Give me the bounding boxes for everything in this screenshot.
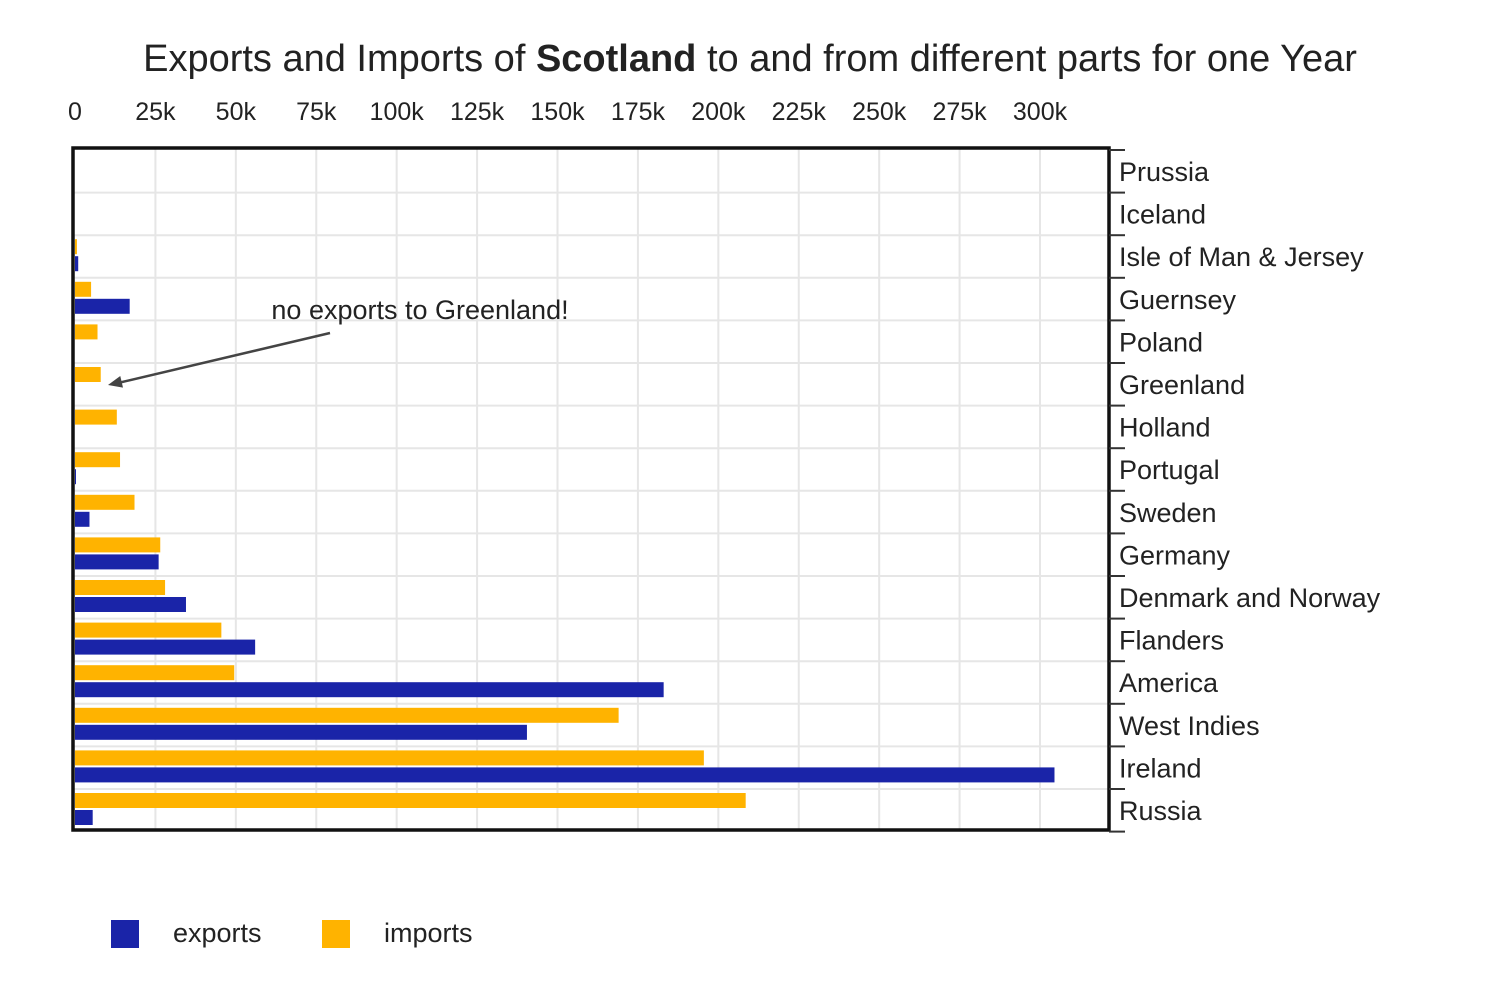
y-category-label: Iceland: [1119, 200, 1206, 230]
y-category-label: Sweden: [1119, 498, 1217, 528]
y-category-label: Isle of Man & Jersey: [1119, 242, 1364, 272]
bar-exports: [75, 256, 79, 272]
y-category-label: West Indies: [1119, 711, 1260, 741]
y-category-label: Flanders: [1119, 626, 1224, 656]
legend-label-exports: exports: [173, 918, 262, 948]
y-category-label: Russia: [1119, 796, 1203, 826]
x-tick-label: 75k: [296, 98, 337, 126]
chart-title: Exports and Imports of Scotland to and f…: [0, 38, 1500, 81]
chart-title-suffix: to and from different parts for one Year: [696, 38, 1357, 80]
bar-imports: [75, 580, 166, 595]
bar-exports: [75, 597, 186, 612]
bar-exports: [75, 469, 76, 485]
chart-title-bold: Scotland: [535, 38, 697, 80]
y-category-label: Portugal: [1119, 455, 1220, 485]
annotation-arrowhead: [108, 375, 123, 388]
legend-swatch-imports: [322, 919, 350, 948]
bar-exports: [75, 298, 130, 314]
bar-imports: [75, 665, 235, 681]
bar-exports: [75, 639, 256, 655]
x-tick-label: 175k: [611, 98, 666, 126]
bar-imports: [75, 707, 619, 723]
y-category-label: Ireland: [1119, 753, 1202, 783]
bar-imports: [75, 452, 121, 468]
annotation-layer: no exports to Greenland!: [108, 295, 569, 388]
x-tick-label: 275k: [932, 98, 987, 126]
annotation-text: no exports to Greenland!: [271, 295, 568, 325]
x-axis-ticks: 0 25k 50k 75k 100k 125k 150k 175k 200k 225k 250k 27…: [68, 98, 1068, 126]
plot-border: [71, 146, 1111, 832]
bar-exports: [75, 682, 664, 698]
bar-imports: [75, 793, 746, 808]
x-tick-label: 100k: [370, 98, 425, 126]
bar-exports: [75, 810, 93, 825]
bar-imports: [75, 494, 135, 510]
bar-imports: [75, 622, 222, 638]
bar-exports: [75, 511, 90, 527]
bar-imports: [75, 367, 101, 382]
y-category-label: Holland: [1119, 413, 1211, 443]
x-tick-label: 150k: [530, 98, 585, 126]
bar-imports: [75, 239, 77, 255]
bars-layer: [75, 239, 1055, 825]
bar-imports: [75, 537, 161, 553]
y-category-label: Guernsey: [1119, 285, 1237, 315]
bar-imports: [75, 324, 98, 340]
chart-title-prefix: Exports and Imports of: [143, 38, 536, 80]
bar-exports: [75, 724, 527, 740]
x-tick-label: 125k: [450, 98, 505, 126]
y-category-label: Greenland: [1119, 370, 1245, 400]
x-tick-label: 225k: [772, 98, 827, 126]
x-tick-label: 300k: [1013, 98, 1068, 126]
y-category-label: Prussia: [1119, 157, 1210, 187]
bar-imports: [75, 409, 117, 425]
y-category-label: Poland: [1119, 327, 1203, 357]
legend-item-imports: imports: [322, 918, 473, 949]
x-tick-label: 200k: [691, 98, 746, 126]
bar-exports: [75, 767, 1055, 783]
y-category-label: Denmark and Norway: [1119, 583, 1381, 613]
x-tick-label: 25k: [135, 98, 176, 126]
y-category-label: Germany: [1119, 540, 1231, 570]
bar-imports: [75, 750, 704, 766]
x-tick-label: 0: [68, 98, 82, 126]
legend-swatch-exports: [111, 919, 139, 948]
y-category-label: America: [1119, 668, 1219, 698]
bar-exports: [75, 554, 159, 570]
bar-imports: [75, 281, 92, 297]
annotation-arrow: [117, 331, 331, 385]
x-tick-label: 250k: [852, 98, 907, 126]
legend-item-exports: exports: [111, 918, 262, 949]
y-axis-categories: Prussia Iceland Isle of Man & Jersey Guerns…: [1109, 149, 1381, 833]
x-tick-label: 50k: [216, 98, 257, 126]
legend-label-imports: imports: [384, 918, 473, 948]
